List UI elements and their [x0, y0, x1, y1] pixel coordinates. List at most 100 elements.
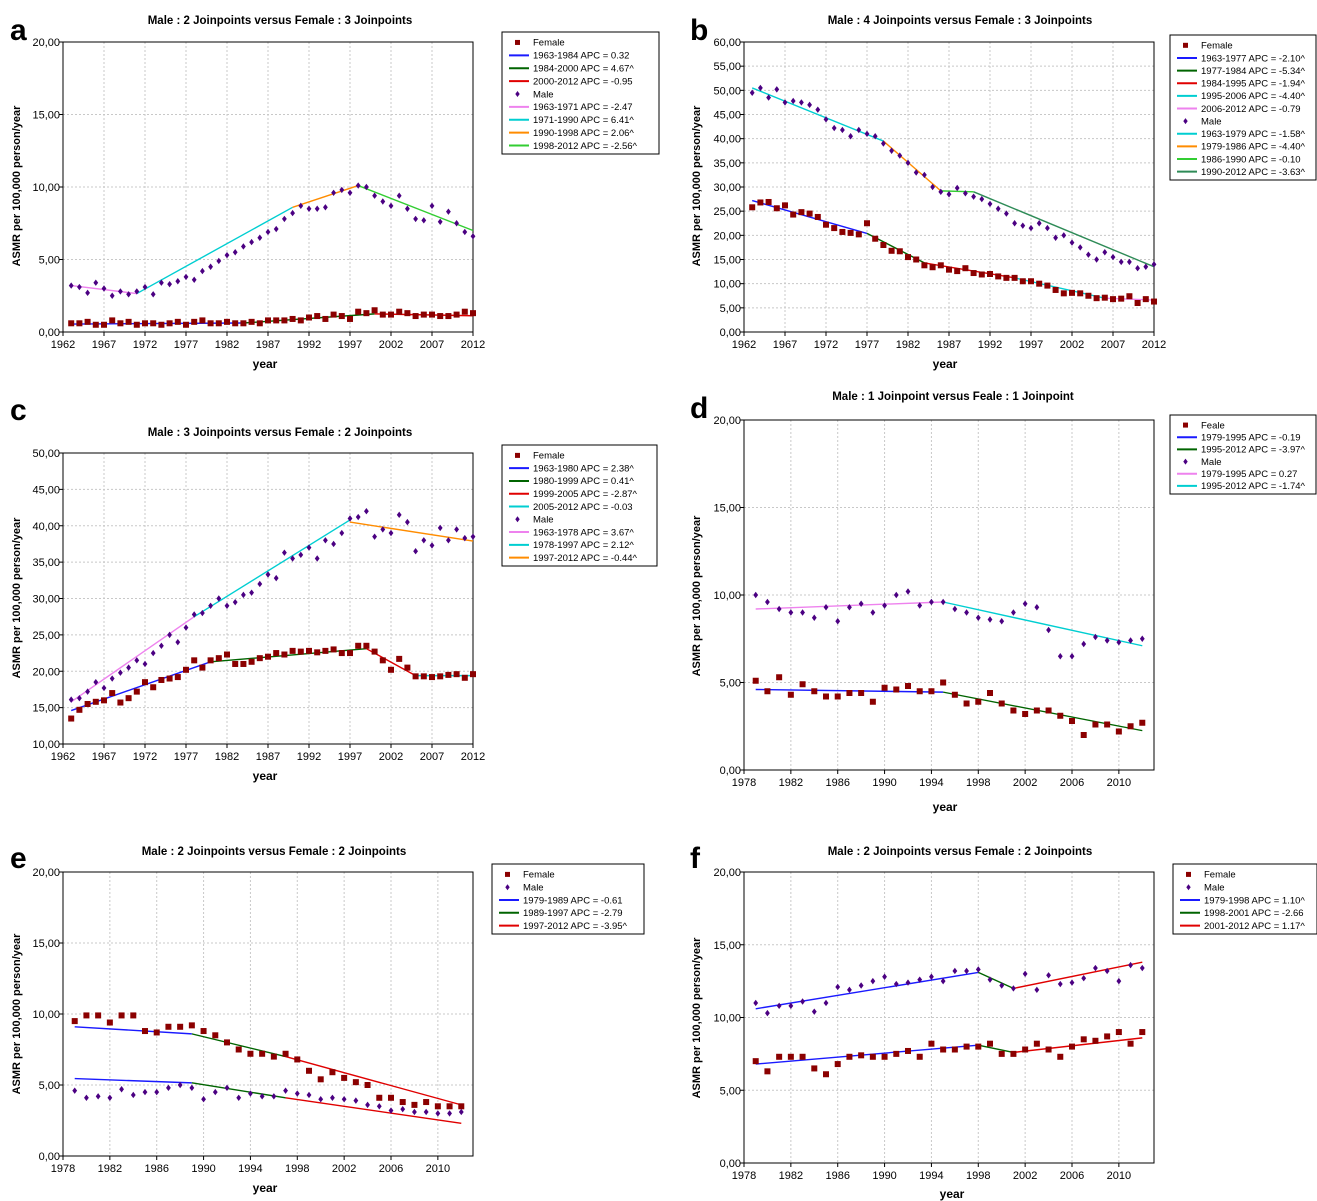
data-point-male — [323, 537, 328, 544]
panel-letter: a — [10, 14, 27, 47]
data-point-male — [979, 195, 985, 203]
legend-label: 1980-1999 APC = 0.41^ — [533, 476, 634, 487]
data-point-female — [429, 311, 435, 318]
data-point-male — [77, 694, 82, 702]
data-point-female — [125, 318, 132, 325]
data-point-female — [199, 664, 206, 671]
data-point-female — [752, 1058, 759, 1065]
legend-label: Male — [533, 89, 554, 100]
data-point-male — [1118, 258, 1124, 266]
x-tick-label: 2012 — [1142, 339, 1166, 351]
data-point-male — [290, 209, 295, 217]
x-tick-label: 1978 — [732, 1170, 756, 1182]
data-point-feale — [869, 698, 876, 705]
y-tick-label: 20,00 — [713, 230, 741, 242]
data-point-female — [150, 320, 157, 327]
data-point-female — [363, 310, 370, 317]
data-point-male — [940, 598, 946, 606]
y-tick-label: 15,00 — [713, 255, 741, 267]
legend-label: 1979-1986 APC = -4.40^ — [1201, 142, 1306, 153]
data-point-female — [273, 317, 280, 324]
data-point-female — [388, 666, 394, 673]
data-point-male — [248, 1090, 253, 1097]
data-point-male — [241, 243, 246, 250]
data-point-female — [142, 320, 148, 327]
data-point-male — [1034, 604, 1040, 611]
data-point-feale — [975, 698, 982, 705]
data-point-female — [798, 209, 805, 216]
x-tick-label: 2012 — [461, 339, 485, 351]
data-point-female — [411, 1101, 418, 1108]
panel-letter: e — [10, 842, 27, 875]
data-point-female — [379, 657, 386, 664]
data-point-male — [150, 291, 156, 298]
data-point-feale — [1080, 732, 1087, 738]
data-point-male — [183, 624, 189, 631]
data-point-male — [1022, 600, 1028, 607]
data-point-male — [1077, 244, 1083, 251]
data-point-male — [134, 288, 140, 295]
legend-marker — [505, 871, 510, 877]
data-point-feale — [1022, 711, 1029, 717]
data-point-male — [776, 605, 782, 613]
data-point-male — [314, 205, 320, 212]
data-point-female — [322, 647, 329, 654]
data-point-female — [946, 266, 952, 273]
data-point-female — [880, 242, 887, 248]
data-point-feale — [940, 679, 947, 686]
x-tick-label: 1990 — [872, 777, 896, 789]
legend-marker — [505, 884, 510, 891]
data-point-male — [815, 106, 821, 113]
data-point-male — [159, 279, 164, 286]
y-tick-label: 0,00 — [720, 327, 741, 339]
data-point-male — [1086, 251, 1091, 258]
data-point-male — [68, 282, 74, 289]
joinpoint-segment — [136, 206, 293, 295]
data-point-feale — [1104, 721, 1111, 728]
legend-label: 2005-2012 APC = -0.03 — [533, 502, 633, 513]
x-tick-label: 1972 — [814, 339, 838, 351]
data-point-female — [76, 706, 83, 713]
data-point-male — [1057, 653, 1063, 660]
data-point-male — [265, 571, 271, 578]
data-point-female — [248, 318, 255, 325]
data-point-male — [1036, 220, 1042, 227]
y-tick-label: 60,00 — [713, 37, 741, 49]
y-tick-label: 20,00 — [713, 415, 741, 427]
panel-letter: d — [690, 392, 708, 425]
data-point-female — [446, 1103, 453, 1110]
y-axis-label: ASMR per 100,000 person/year — [691, 515, 703, 677]
data-point-female — [834, 1061, 841, 1068]
data-point-male — [421, 537, 427, 544]
data-point-female — [166, 675, 173, 682]
data-point-male — [847, 604, 852, 611]
data-point-female — [445, 313, 452, 320]
y-tick-label: 0,00 — [720, 765, 741, 777]
data-point-male — [298, 551, 304, 559]
data-point-female — [247, 1050, 254, 1057]
data-point-male — [1102, 249, 1108, 256]
x-tick-label: 1990 — [872, 1170, 896, 1182]
data-point-female — [790, 211, 797, 218]
data-point-male — [446, 208, 451, 215]
data-point-female — [183, 321, 189, 328]
x-tick-label: 2012 — [461, 751, 485, 763]
data-point-female — [248, 658, 255, 665]
data-point-male — [1104, 967, 1110, 975]
panel-letter: c — [10, 394, 27, 427]
chart-title: Male : 2 Joinpoints versus Female : 2 Jo… — [142, 846, 407, 858]
data-point-male — [189, 1084, 195, 1092]
data-point-male — [130, 1091, 136, 1099]
data-point-female — [445, 671, 452, 678]
data-point-female — [404, 664, 411, 671]
x-tick-label: 1987 — [937, 339, 961, 351]
data-point-female — [297, 648, 304, 655]
y-tick-label: 25,00 — [713, 206, 741, 218]
data-point-male — [1011, 609, 1016, 616]
data-point-male — [400, 1105, 406, 1113]
data-point-male — [372, 192, 377, 199]
data-point-male — [454, 220, 459, 227]
data-point-female — [212, 1032, 219, 1039]
data-point-female — [1019, 278, 1026, 285]
